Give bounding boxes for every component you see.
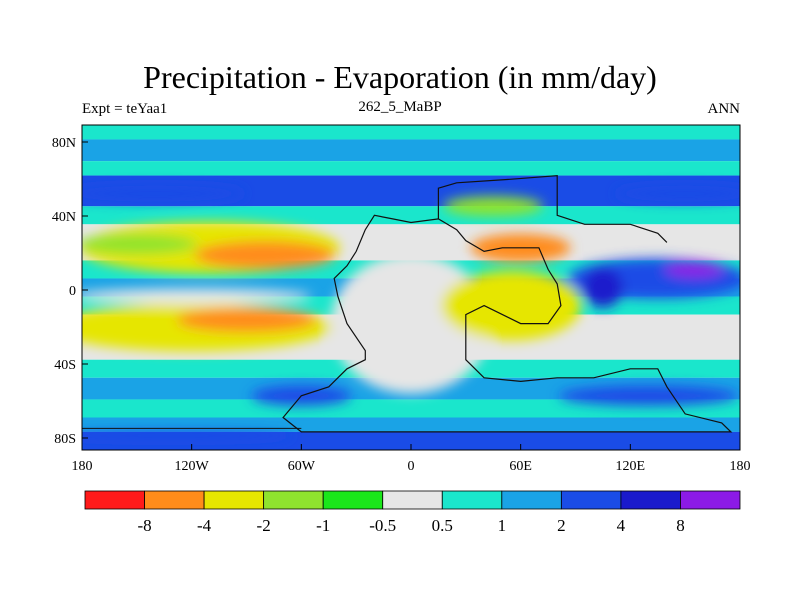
colorbar-swatch: [560, 490, 622, 510]
colorbar-label: 8: [676, 516, 685, 535]
colorbar-swatch: [441, 490, 503, 510]
x-tick-label: 0: [408, 459, 415, 474]
colorbar-swatch: [84, 490, 145, 510]
field-band: [82, 399, 740, 418]
colorbar-swatch: [322, 490, 384, 510]
y-tick-label: 40S: [54, 358, 76, 373]
field-band: [82, 206, 740, 225]
x-tick-label: 180: [730, 459, 751, 474]
map-field: [82, 125, 740, 450]
coastline: [282, 214, 733, 433]
y-tick-label: 40N: [52, 210, 76, 225]
field-blob: [82, 431, 294, 440]
x-tick-label: 180: [72, 459, 93, 474]
colorbar: -8 -4 -2 -1 -0.5 0.5 1 2 4 8: [84, 490, 741, 535]
x-tick-label: 60E: [509, 459, 532, 474]
field-band: [82, 125, 740, 140]
field-band: [82, 417, 740, 432]
experiment-label: Expt = teYaa1: [82, 101, 168, 117]
field-blob: [82, 234, 197, 255]
field-blob: [194, 241, 335, 269]
field-blob: [443, 196, 544, 217]
colorbar-label: -2: [257, 516, 271, 535]
colorbar-label: -1: [316, 516, 330, 535]
y-tick-label: 0: [69, 284, 76, 299]
colorbar-label: -0.5: [369, 516, 396, 535]
field-blob: [82, 288, 312, 305]
field-band: [82, 139, 740, 162]
season-label: ANN: [707, 101, 741, 117]
colorbar-label: -4: [197, 516, 212, 535]
field-blob: [615, 185, 740, 202]
time-slice-label: 262_5_MaBP: [358, 99, 442, 115]
field-blob: [82, 185, 246, 202]
colorbar-swatch: [620, 490, 681, 510]
colorbar-label: -8: [137, 516, 151, 535]
y-tick-label: 80N: [52, 136, 76, 151]
x-tick-label: 120E: [616, 459, 646, 474]
colorbar-label: 0.5: [432, 516, 453, 535]
y-tick-label: 80S: [54, 432, 76, 447]
continent-outline: [82, 174, 733, 433]
field-blob: [558, 385, 739, 406]
colorbar-swatch: [263, 490, 324, 510]
colorbar-swatch: [501, 490, 562, 510]
colorbar-swatch: [203, 490, 265, 510]
axis-ticks: 180 120W 60W 0 60E 120E 180 80N 40N 0 40S 80S: [52, 136, 751, 474]
field-blob: [176, 308, 317, 332]
x-tick-label: 60W: [288, 459, 316, 474]
field-blob: [664, 261, 725, 278]
field-band: [82, 161, 740, 176]
colorbar-label: 2: [557, 516, 566, 535]
plot-title: Precipitation - Evaporation (in mm/day): [143, 59, 657, 95]
x-tick-label: 120W: [175, 459, 210, 474]
coastline-north: [437, 174, 668, 243]
field-blob: [582, 267, 623, 308]
colorbar-swatch: [144, 490, 205, 510]
field-blobs: [82, 185, 740, 440]
colorbar-swatch: [680, 490, 741, 510]
colorbar-swatch: [382, 490, 443, 510]
colorbar-label: 4: [617, 516, 626, 535]
colorbar-label: 1: [498, 516, 507, 535]
